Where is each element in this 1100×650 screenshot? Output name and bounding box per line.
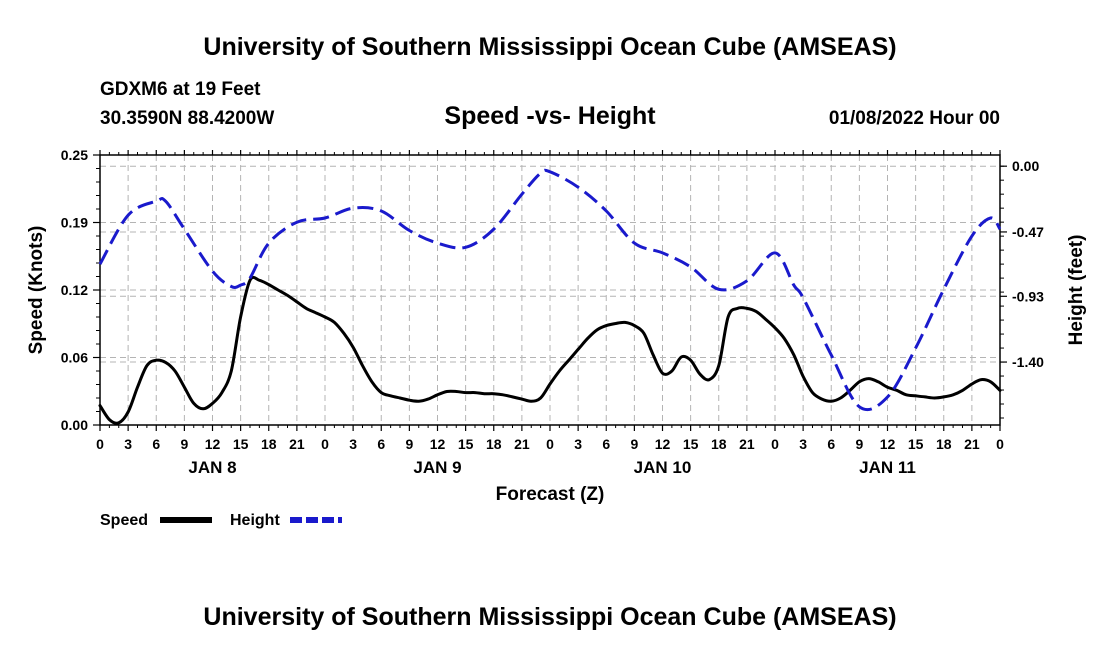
x-tick-label: 18: [936, 436, 952, 452]
y2-tick-label: 0.00: [1012, 158, 1039, 174]
day-label: JAN 8: [188, 458, 236, 477]
x-tick-label: 15: [908, 436, 924, 452]
y-axis-label: Speed (Knots): [26, 226, 47, 355]
station-label: GDXM6 at 19 Feet: [100, 79, 261, 100]
x-tick-label: 15: [458, 436, 474, 452]
x-tick-label: 12: [655, 436, 671, 452]
x-tick-label: 6: [377, 436, 385, 452]
x-tick-label: 3: [349, 436, 357, 452]
y-tick-label: 0.12: [61, 282, 88, 298]
x-axis-day-labels: JAN 8 JAN 9 JAN 10 JAN 11: [188, 458, 915, 477]
date-label: 01/08/2022 Hour 00: [829, 108, 1000, 129]
x-tick-label: 9: [405, 436, 413, 452]
y2-tick-label: -0.93: [1012, 288, 1044, 304]
x-tick-label: 0: [321, 436, 329, 452]
x-tick-label: 9: [180, 436, 188, 452]
series-line-speed: [98, 275, 1002, 425]
x-tick-label: 3: [799, 436, 807, 452]
x-tick-label: 21: [289, 436, 305, 452]
x-tick-label: 6: [602, 436, 610, 452]
x-tick-label: 3: [124, 436, 132, 452]
y-axis-ticks: 0.00 0.06 0.12 0.19 0.25: [61, 147, 100, 433]
chart-title: Speed -vs- Height: [444, 102, 656, 130]
y2-tick-label: -0.47: [1012, 224, 1044, 240]
x-tick-label: 18: [261, 436, 277, 452]
x-tick-label: 21: [739, 436, 755, 452]
x-tick-label: 21: [964, 436, 980, 452]
x-tick-label: 12: [205, 436, 221, 452]
y-tick-label: 0.00: [61, 417, 88, 433]
page-title: University of Southern Mississippi Ocean…: [203, 33, 896, 61]
x-axis-label: Forecast (Z): [496, 484, 605, 505]
footer-title: University of Southern Mississippi Ocean…: [203, 603, 896, 631]
day-label: JAN 10: [634, 458, 692, 477]
series-lines: [98, 168, 1002, 425]
legend-speed-label: Speed: [100, 512, 148, 529]
y2-axis-ticks: 0.00 -0.47 -0.93 -1.40: [1000, 158, 1044, 419]
x-axis-ticks: 0 3 6 9 12 15 18 21 0 3 6 9 12 15 18 21 0 3 6 9 12 15 18 21 0 3 6 9…: [96, 150, 1004, 452]
x-tick-label: 12: [880, 436, 896, 452]
x-tick-label: 0: [546, 436, 554, 452]
x-tick-label: 0: [996, 436, 1004, 452]
legend: Speed Height: [100, 512, 342, 529]
x-tick-label: 9: [855, 436, 863, 452]
day-label: JAN 9: [413, 458, 461, 477]
series-line-height: [98, 168, 1002, 412]
x-tick-label: 18: [711, 436, 727, 452]
x-tick-label: 12: [430, 436, 446, 452]
y-tick-label: 0.25: [61, 147, 88, 163]
x-tick-label: 9: [630, 436, 638, 452]
y2-tick-label: -1.40: [1012, 354, 1044, 370]
x-tick-label: 3: [574, 436, 582, 452]
x-tick-label: 18: [486, 436, 502, 452]
x-tick-label: 0: [771, 436, 779, 452]
x-tick-label: 15: [683, 436, 699, 452]
x-tick-label: 6: [827, 436, 835, 452]
x-tick-label: 21: [514, 436, 530, 452]
y2-axis-label: Height (feet): [1066, 235, 1087, 346]
x-tick-label: 15: [233, 436, 249, 452]
x-tick-label: 0: [96, 436, 104, 452]
y-tick-label: 0.19: [61, 215, 88, 231]
x-tick-label: 6: [152, 436, 160, 452]
legend-height-label: Height: [230, 512, 280, 529]
day-label: JAN 11: [859, 458, 916, 477]
y-tick-label: 0.06: [61, 350, 88, 366]
coordinates-label: 30.3590N 88.4200W: [100, 108, 274, 129]
